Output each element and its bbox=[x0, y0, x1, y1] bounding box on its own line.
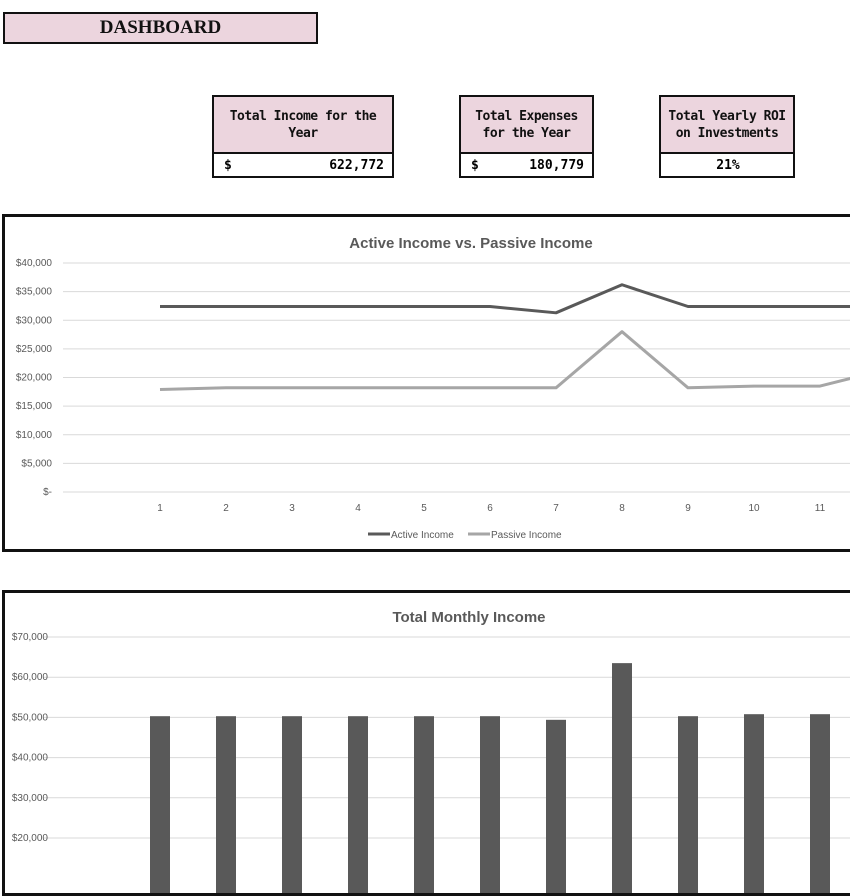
kpi-label: Total Yearly ROI on Investments bbox=[661, 97, 793, 154]
chart-title: Active Income vs. Passive Income bbox=[349, 235, 592, 252]
line-chart-active-vs-passive[interactable]: Active Income vs. Passive Income $- $5,00… bbox=[2, 214, 850, 552]
y-tick-label: $20,000 bbox=[16, 373, 53, 384]
kpi-value: 21% bbox=[716, 157, 740, 173]
bar-month-9 bbox=[678, 716, 698, 893]
x-tick-label: 4 bbox=[355, 503, 361, 514]
y-tick-label: $15,000 bbox=[16, 401, 53, 412]
y-tick-label: $70,000 bbox=[12, 632, 49, 643]
kpi-yearly-roi: Total Yearly ROI on Investments 21% bbox=[659, 95, 795, 178]
kpi-value: 622,772 bbox=[329, 157, 384, 173]
x-tick-label: 1 bbox=[157, 503, 163, 514]
y-tick-label: $30,000 bbox=[16, 315, 53, 326]
bar-month-3 bbox=[282, 716, 302, 893]
x-tick-label: 6 bbox=[487, 503, 493, 514]
kpi-total-expenses: Total Expenses for the Year $180,779 bbox=[459, 95, 594, 178]
kpi-label: Total Expenses for the Year bbox=[461, 97, 592, 154]
legend-label: Passive Income bbox=[491, 530, 562, 541]
kpi-label: Total Income for the Year bbox=[214, 97, 392, 154]
series-line-active-income bbox=[160, 283, 850, 315]
x-tick-label: 10 bbox=[748, 503, 760, 514]
bar-chart-svg: Total Monthly Income $20,000 $30,000 $40,0… bbox=[12, 609, 850, 893]
y-tick-label: $60,000 bbox=[12, 672, 49, 683]
chart-title: Total Monthly Income bbox=[392, 609, 545, 626]
y-tick-label: $35,000 bbox=[16, 287, 53, 298]
bar-month-10 bbox=[744, 714, 764, 893]
x-tick-label: 2 bbox=[223, 503, 229, 514]
y-tick-label: $20,000 bbox=[12, 833, 49, 844]
x-tick-label: 11 bbox=[815, 503, 826, 514]
y-tick-label: $5,000 bbox=[21, 458, 52, 469]
y-tick-label: $- bbox=[43, 487, 52, 498]
bar-month-2 bbox=[216, 716, 236, 893]
bar-month-4 bbox=[348, 716, 368, 893]
currency-symbol: $ bbox=[224, 157, 232, 173]
y-tick-label: $25,000 bbox=[16, 344, 53, 355]
bar-month-7 bbox=[546, 719, 566, 893]
bar-month-5 bbox=[414, 716, 434, 893]
y-tick-label: $40,000 bbox=[16, 258, 53, 269]
kpi-value: 180,779 bbox=[529, 157, 584, 173]
x-tick-label: 5 bbox=[421, 503, 427, 514]
kpi-total-income: Total Income for the Year $622,772 bbox=[212, 95, 394, 178]
x-tick-label: 3 bbox=[289, 503, 295, 514]
currency-symbol: $ bbox=[471, 157, 479, 173]
x-tick-label: 9 bbox=[685, 503, 691, 514]
x-tick-label: 8 bbox=[619, 503, 625, 514]
line-chart-svg: Active Income vs. Passive Income $- $5,00… bbox=[16, 235, 850, 541]
legend-label: Active Income bbox=[391, 530, 454, 541]
bar-chart-monthly-income[interactable]: Total Monthly Income $20,000 $30,000 $40,0… bbox=[2, 590, 850, 896]
dashboard-title: DASHBOARD bbox=[3, 12, 318, 44]
bar-month-8 bbox=[612, 663, 632, 893]
y-tick-label: $10,000 bbox=[16, 430, 53, 441]
x-tick-label: 7 bbox=[553, 503, 559, 514]
bar-month-6 bbox=[480, 716, 500, 893]
bar-month-1 bbox=[150, 716, 170, 893]
y-tick-label: $50,000 bbox=[12, 712, 49, 723]
y-tick-label: $40,000 bbox=[12, 753, 49, 764]
series-line-passive-income bbox=[159, 330, 850, 392]
bar-month-11 bbox=[810, 714, 830, 893]
y-tick-label: $30,000 bbox=[12, 793, 49, 804]
